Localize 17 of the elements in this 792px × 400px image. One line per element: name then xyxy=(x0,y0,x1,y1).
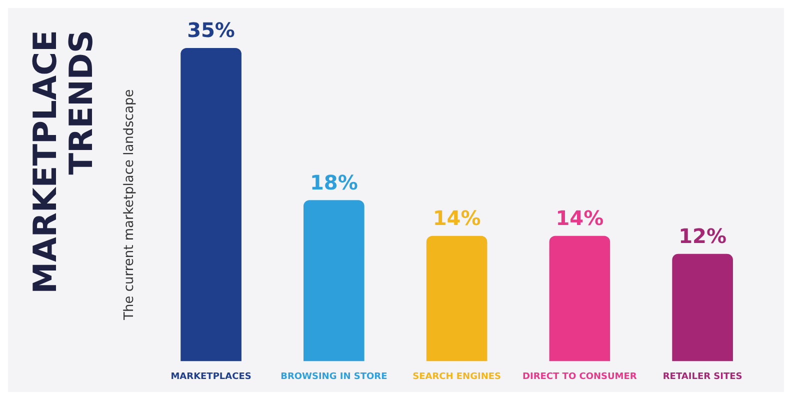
x-tick-label: MARKETPLACES xyxy=(170,372,252,382)
data-label: 14% xyxy=(556,206,604,230)
x-tick-label: DIRECT TO CONSUMER xyxy=(522,372,637,382)
x-tick-label: RETAILER SITES xyxy=(662,372,742,382)
bar xyxy=(304,200,364,362)
bar xyxy=(672,254,733,362)
bar xyxy=(426,236,488,362)
x-tick-label: BROWSING IN STORE xyxy=(280,372,388,382)
y-axis-title: The current marketplace landscape xyxy=(122,89,138,321)
data-label: 18% xyxy=(310,170,358,194)
data-label: 14% xyxy=(432,206,481,230)
data-label: 35% xyxy=(187,18,235,42)
x-tick-label: SEARCH ENGINES xyxy=(412,372,501,382)
bar xyxy=(549,236,610,362)
data-label: 12% xyxy=(678,224,726,248)
bar xyxy=(180,48,242,362)
text: MARKETPLACE TRENDS xyxy=(26,30,100,296)
